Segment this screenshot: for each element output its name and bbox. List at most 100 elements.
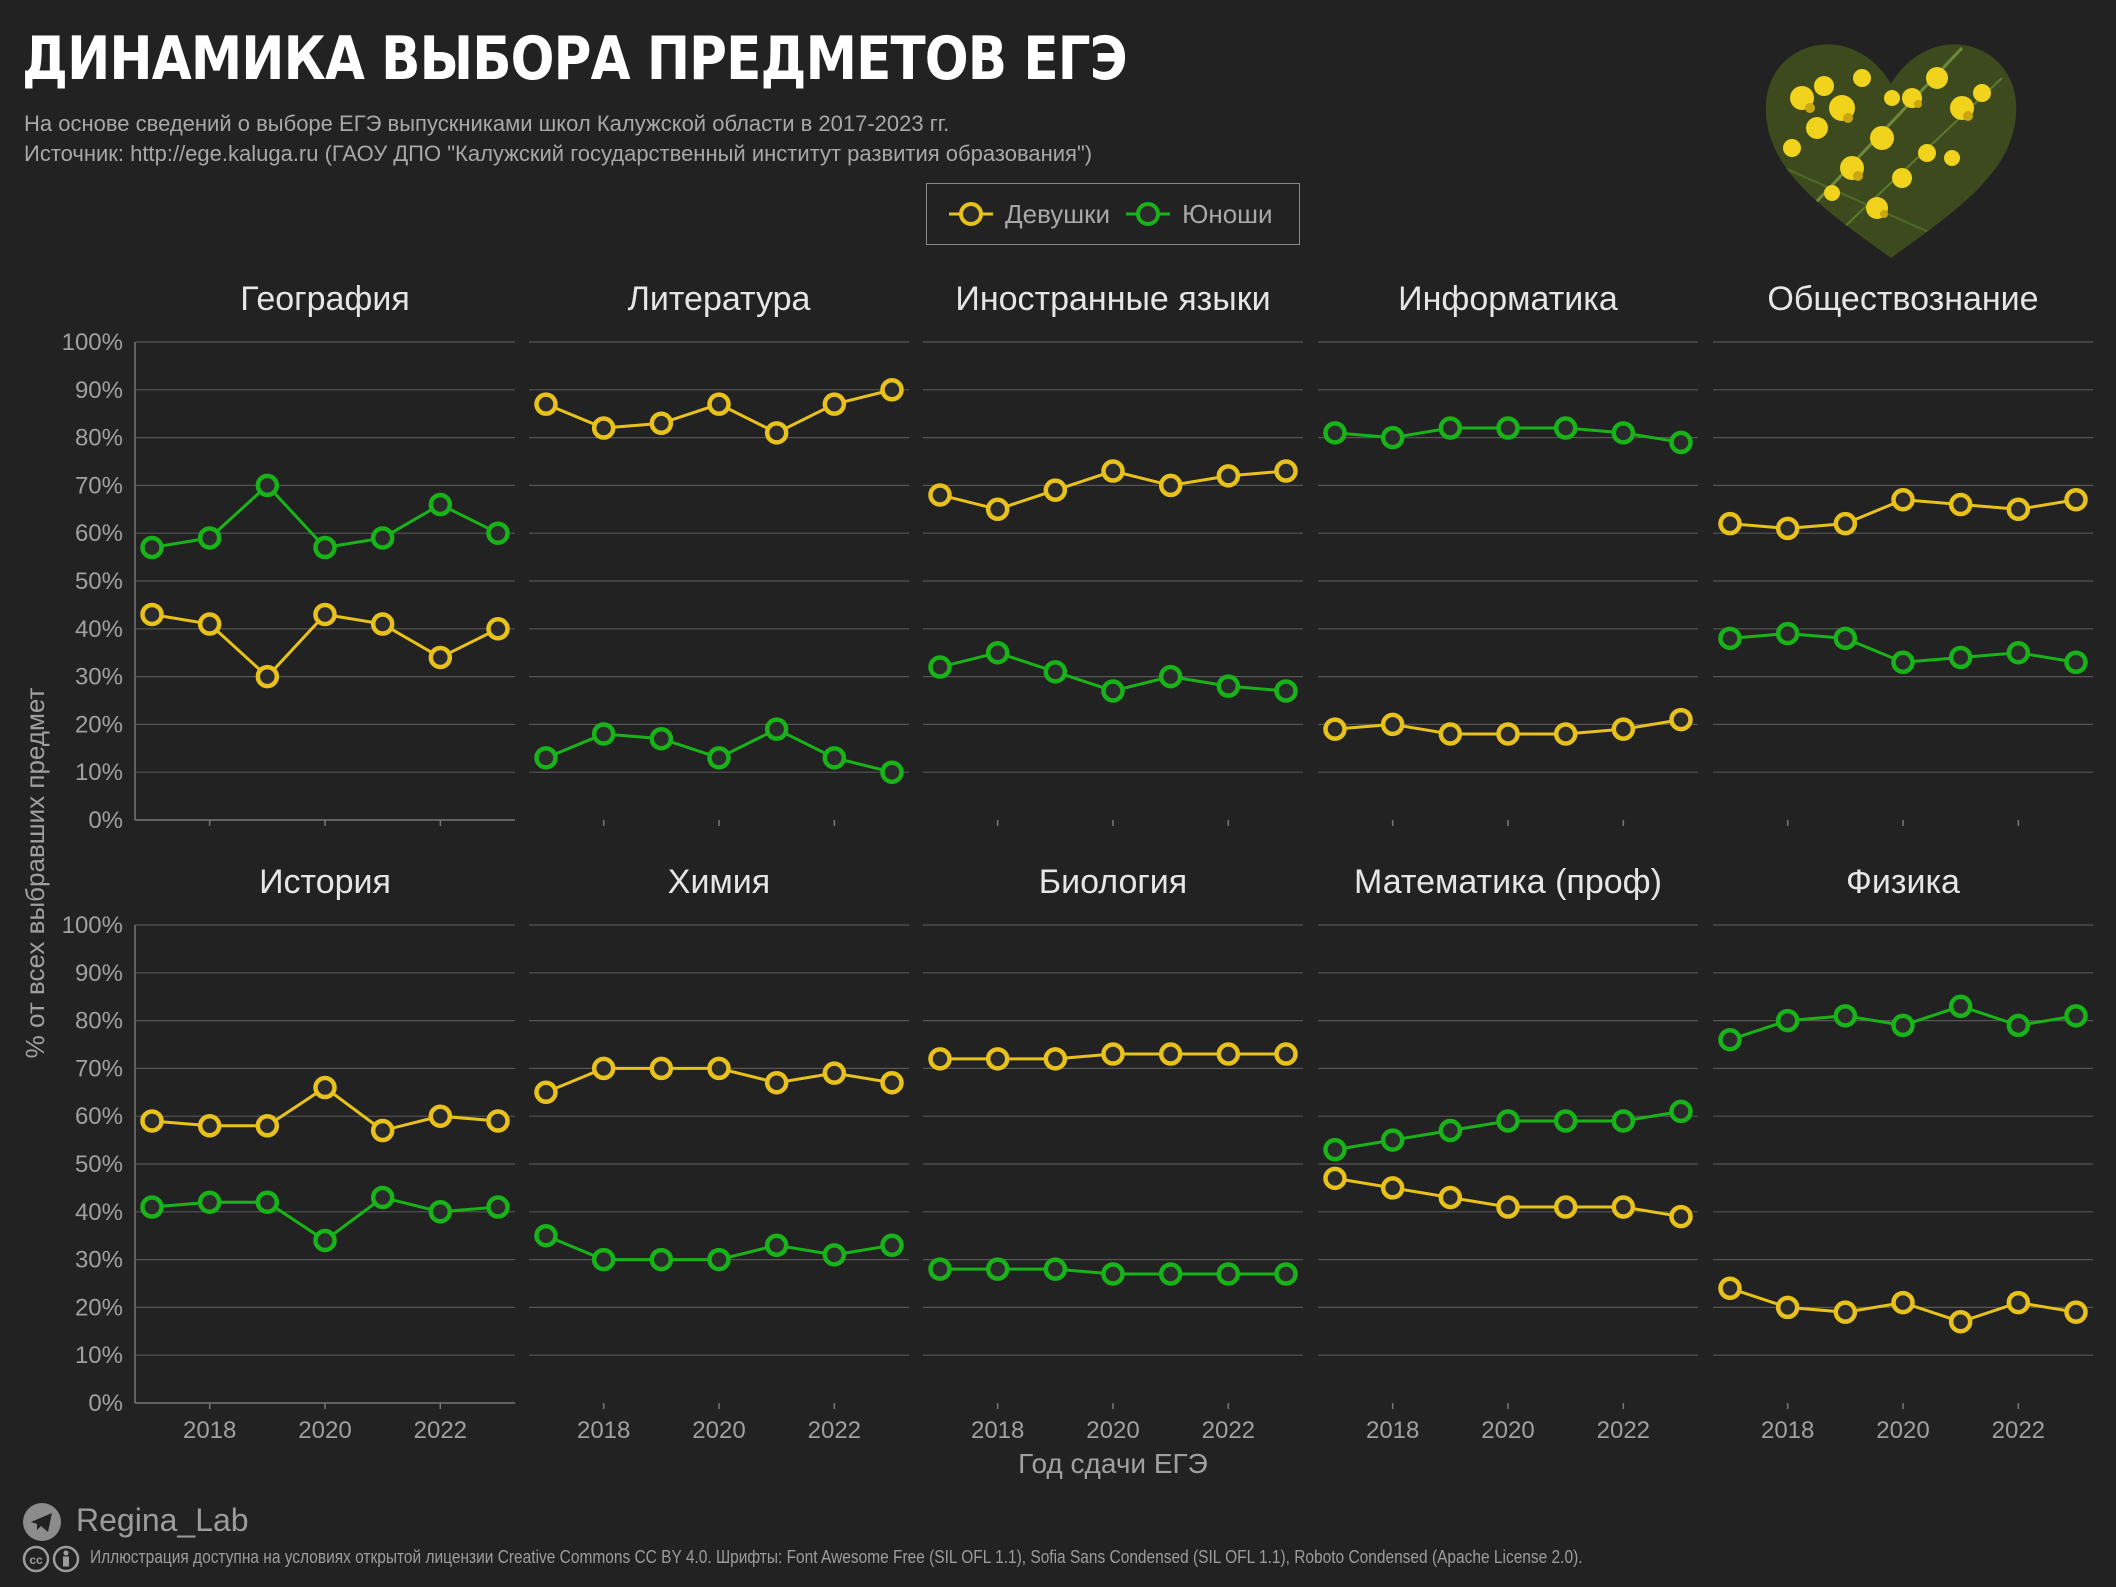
data-point-girls bbox=[1380, 1176, 1405, 1200]
data-point-girls bbox=[1775, 516, 1800, 541]
data-point-girls bbox=[1216, 464, 1241, 488]
data-point-girls bbox=[1158, 473, 1183, 498]
data-point-boys bbox=[370, 1185, 395, 1210]
chart-panel: Литература bbox=[529, 280, 909, 826]
data-point-girls bbox=[822, 392, 847, 416]
y-tick-label: 90% bbox=[75, 960, 123, 987]
y-tick-label: 70% bbox=[75, 1055, 123, 1082]
y-tick-label: 40% bbox=[75, 1199, 123, 1226]
data-point-girls bbox=[1323, 1166, 1347, 1191]
legend-marker-boys-icon bbox=[1126, 202, 1171, 226]
telegram-icon bbox=[23, 1503, 61, 1541]
data-point-girls bbox=[1101, 1042, 1125, 1066]
panel-title: Химия bbox=[668, 863, 770, 901]
data-point-girls bbox=[707, 1056, 731, 1081]
data-point-girls bbox=[1496, 1195, 1520, 1219]
chart-panel: Математика (проф) 2018 2020 2022 bbox=[1318, 863, 1698, 1444]
data-point-girls bbox=[197, 1114, 222, 1138]
data-point-girls bbox=[1553, 1195, 1578, 1219]
panel-title: История bbox=[259, 863, 391, 901]
data-point-girls bbox=[2006, 497, 2031, 522]
x-tick-label: 2022 bbox=[1992, 1417, 2045, 1444]
data-point-boys bbox=[649, 1247, 674, 1272]
data-point-girls bbox=[1496, 722, 1520, 746]
y-tick-label: 50% bbox=[75, 1151, 123, 1178]
data-point-girls bbox=[928, 1047, 952, 1071]
chart-panel: Иностранные языки bbox=[923, 280, 1303, 826]
data-point-boys bbox=[1101, 679, 1125, 703]
data-point-boys bbox=[1891, 1013, 1915, 1038]
data-point-boys bbox=[1043, 660, 1068, 684]
panel-title: Информатика bbox=[1398, 280, 1618, 318]
data-point-boys bbox=[1101, 1262, 1125, 1286]
x-tick-label: 2020 bbox=[1086, 1417, 1139, 1444]
data-point-boys bbox=[707, 1247, 731, 1272]
data-point-boys bbox=[534, 746, 558, 770]
data-point-girls bbox=[534, 1080, 558, 1105]
page-subtitle: На основе сведений о выборе ЕГЭ выпускни… bbox=[24, 111, 950, 136]
data-point-boys bbox=[1669, 430, 1693, 455]
panel-title: Математика (проф) bbox=[1354, 863, 1662, 901]
x-tick-label: 2020 bbox=[298, 1417, 351, 1444]
y-axis-title: % от всех выбравших предмет bbox=[20, 688, 50, 1059]
data-point-boys bbox=[1891, 650, 1915, 675]
data-point-boys bbox=[591, 1247, 616, 1272]
legend: Девушки Юноши bbox=[926, 183, 1300, 245]
y-tick-label: 10% bbox=[75, 759, 123, 786]
data-point-boys bbox=[1438, 416, 1463, 440]
data-point-girls bbox=[255, 664, 280, 689]
data-point-boys bbox=[255, 473, 280, 498]
data-point-boys bbox=[591, 722, 616, 746]
data-point-girls bbox=[764, 421, 789, 445]
chart-panel: Химия 2018 2020 2022 bbox=[529, 863, 909, 1444]
y-tick-label: 100% bbox=[62, 912, 123, 939]
data-point-girls bbox=[140, 602, 164, 627]
data-point-boys bbox=[1323, 421, 1347, 445]
data-point-boys bbox=[1948, 994, 1973, 1019]
data-point-boys bbox=[2064, 1004, 2088, 1028]
y-tick-label: 100% bbox=[62, 329, 123, 356]
y-tick-label: 10% bbox=[75, 1342, 123, 1369]
data-point-girls bbox=[2064, 487, 2088, 512]
data-point-girls bbox=[1669, 1204, 1693, 1229]
panel-title: Физика bbox=[1846, 863, 1960, 901]
data-point-boys bbox=[1833, 626, 1858, 651]
data-point-girls bbox=[1775, 1295, 1800, 1320]
data-point-girls bbox=[649, 1056, 674, 1081]
data-point-girls bbox=[1718, 1276, 1742, 1301]
data-point-boys bbox=[1718, 626, 1742, 651]
data-point-girls bbox=[1158, 1042, 1183, 1066]
y-tick-label: 20% bbox=[75, 1294, 123, 1321]
data-point-boys bbox=[313, 1228, 337, 1253]
license-note: Иллюстрация доступна на условиях открыто… bbox=[90, 1547, 1583, 1567]
data-point-boys bbox=[428, 1200, 453, 1224]
y-tick-label: 60% bbox=[75, 1103, 123, 1130]
data-point-girls bbox=[985, 497, 1010, 522]
data-point-girls bbox=[197, 612, 222, 636]
data-point-girls bbox=[985, 1047, 1010, 1071]
data-point-boys bbox=[197, 1190, 222, 1214]
x-tick-label: 2022 bbox=[1202, 1417, 1255, 1444]
legend-item-boys: Юноши bbox=[1126, 199, 1273, 230]
x-tick-label: 2018 bbox=[183, 1417, 236, 1444]
x-tick-label: 2020 bbox=[692, 1417, 745, 1444]
data-point-boys bbox=[2064, 650, 2088, 675]
data-point-girls bbox=[1216, 1042, 1241, 1066]
data-point-boys bbox=[2006, 1013, 2031, 1038]
data-point-boys bbox=[428, 492, 453, 517]
legend-item-girls: Девушки bbox=[949, 199, 1110, 230]
data-point-girls bbox=[2006, 1290, 2031, 1315]
chart-panel: Информатика bbox=[1318, 280, 1698, 826]
y-tick-label: 0% bbox=[88, 807, 123, 834]
y-tick-label: 70% bbox=[75, 472, 123, 499]
data-point-boys bbox=[1948, 645, 1973, 670]
data-point-girls bbox=[2064, 1300, 2088, 1324]
data-point-girls bbox=[1611, 717, 1636, 741]
y-tick-label: 30% bbox=[75, 664, 123, 691]
data-point-girls bbox=[313, 602, 337, 627]
data-point-girls bbox=[140, 1109, 164, 1133]
data-point-girls bbox=[649, 411, 674, 436]
y-tick-label: 40% bbox=[75, 616, 123, 643]
x-tick-label: 2022 bbox=[1597, 1417, 1650, 1444]
